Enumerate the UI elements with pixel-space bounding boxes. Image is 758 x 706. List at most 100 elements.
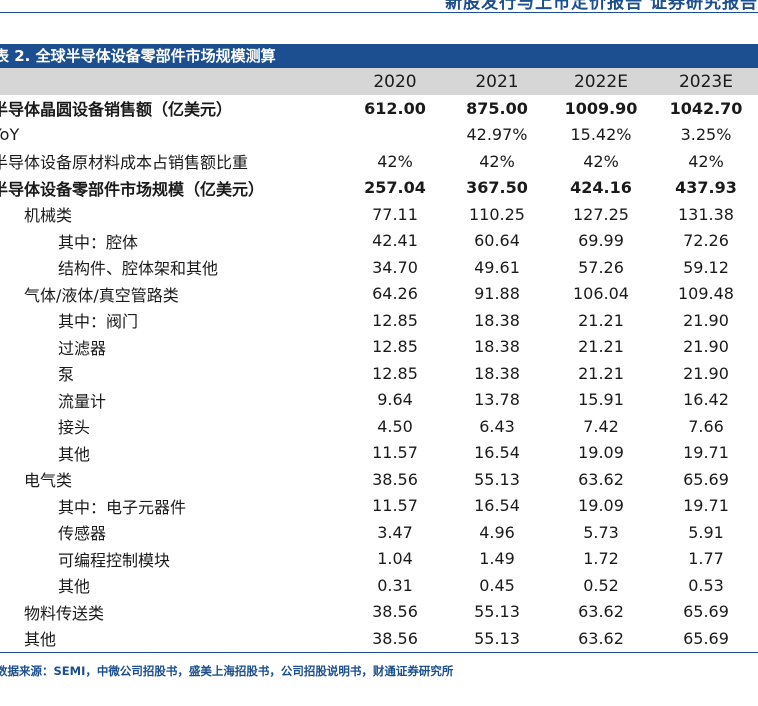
cell-value: 4.50 [377, 416, 413, 436]
cell-value: 21.21 [578, 310, 624, 330]
column-header: 2023E [654, 68, 758, 95]
table-row: 物料传送类 38.56 55.13 63.62 65.69 [0, 599, 758, 626]
cell-value: 42% [377, 151, 413, 171]
cell-value: 42% [688, 151, 724, 171]
cell-value: 42% [479, 151, 515, 171]
cell-value: 5.73 [583, 522, 619, 542]
cell-value: 12.85 [372, 310, 418, 330]
cell-value: 131.38 [678, 204, 734, 224]
cell-value: 11.57 [372, 443, 418, 463]
cell-value: 18.38 [474, 363, 520, 383]
table-row: 电气类 38.56 55.13 63.62 65.69 [0, 466, 758, 493]
cell-value: 63.62 [578, 602, 624, 622]
cell-value: 42.41 [372, 231, 418, 251]
row-label: 传感器 [58, 524, 107, 544]
table-row: 半导体晶圆设备销售额（亿美元） 612.00 875.00 1009.90 1042.7… [0, 95, 758, 122]
cell-value: 13.78 [474, 390, 520, 410]
table-row: 接头 4.50 6.43 7.42 7.66 [0, 413, 758, 440]
cell-value: 19.09 [578, 443, 624, 463]
row-label: 其他 [58, 577, 91, 597]
cell-value: 55.13 [474, 602, 520, 622]
row-label: 机械类 [24, 206, 73, 226]
cell-value: 1.04 [377, 549, 413, 569]
cell-value: 5.91 [688, 522, 724, 542]
cell-value: 12.85 [372, 363, 418, 383]
cell-value: 1.77 [688, 549, 724, 569]
table-row: 半导体设备零部件市场规模（亿美元） 257.04 367.50 424.16 437.9… [0, 175, 758, 202]
cell-value: 875.00 [466, 98, 528, 118]
table-row: 过滤器 12.85 18.38 21.21 21.90 [0, 334, 758, 361]
cell-value: 6.43 [479, 416, 515, 436]
cell-value: 57.26 [578, 257, 624, 277]
data-source-note: 数据来源：SEMI，中微公司招股书，盛美上海招股书，公司招股说明书，财通证券研究… [0, 664, 454, 678]
row-label: 其中：电子元器件 [58, 497, 187, 517]
cell-value: 0.45 [479, 575, 515, 595]
row-label: 流量计 [58, 391, 107, 411]
cell-value: 19.71 [683, 443, 729, 463]
cell-value: 7.66 [688, 416, 724, 436]
cell-value: 21.90 [683, 310, 729, 330]
cell-value: 437.93 [675, 178, 737, 198]
cell-value: 49.61 [474, 257, 520, 277]
table-row: YoY 42.97% 15.42% 3.25% [0, 122, 758, 149]
cell-value: 16.54 [474, 496, 520, 516]
cell-value: 34.70 [372, 257, 418, 277]
column-header: 2021 [446, 68, 548, 95]
cell-value: 3.25% [680, 125, 732, 145]
cell-value [344, 122, 446, 149]
row-label: 半导体设备零部件市场规模（亿美元） [0, 179, 265, 199]
row-label: 半导体晶圆设备销售额（亿美元） [0, 100, 233, 120]
cell-value: 69.99 [578, 231, 624, 251]
cell-value: 0.31 [377, 575, 413, 595]
table-row: 流量计 9.64 13.78 15.91 16.42 [0, 387, 758, 414]
table-header-row: 2020 2021 2022E 2023E [0, 68, 758, 95]
header-rule [0, 12, 758, 13]
row-label: 半导体设备原材料成本占销售额比重 [0, 153, 249, 173]
cell-value: 60.64 [474, 231, 520, 251]
cell-value: 59.12 [683, 257, 729, 277]
row-label: 结构件、腔体架和其他 [58, 259, 219, 279]
cell-value: 65.69 [683, 469, 729, 489]
cell-value: 12.85 [372, 337, 418, 357]
cell-value: 16.54 [474, 443, 520, 463]
cell-value: 7.42 [583, 416, 619, 436]
table-row: 其中：腔体 42.41 60.64 69.99 72.26 [0, 228, 758, 255]
row-label: 其中：腔体 [58, 232, 139, 252]
cell-value: 18.38 [474, 310, 520, 330]
table-row: 机械类 77.11 110.25 127.25 131.38 [0, 201, 758, 228]
cell-value: 1009.90 [564, 98, 638, 118]
row-label: YoY [0, 125, 20, 145]
cell-value: 1.72 [583, 549, 619, 569]
cell-value: 91.88 [474, 284, 520, 304]
cell-value: 9.64 [377, 390, 413, 410]
cell-value: 21.90 [683, 363, 729, 383]
cell-value: 3.47 [377, 522, 413, 542]
row-label: 气体/液体/真空管路类 [24, 285, 179, 305]
cell-value: 42% [583, 151, 619, 171]
row-label: 其他 [58, 444, 91, 464]
table-title: 表 2. 全球半导体设备零部件市场规模测算 [0, 44, 758, 68]
table-row: 其他 0.31 0.45 0.52 0.53 [0, 572, 758, 599]
table-row: 结构件、腔体架和其他 34.70 49.61 57.26 59.12 [0, 254, 758, 281]
cell-value: 1.49 [479, 549, 515, 569]
table-body: 半导体晶圆设备销售额（亿美元） 612.00 875.00 1009.90 1042.7… [0, 95, 758, 653]
cell-value: 77.11 [372, 204, 418, 224]
cell-value: 65.69 [683, 602, 729, 622]
cell-value: 4.96 [479, 522, 515, 542]
row-label: 接头 [58, 418, 91, 438]
cell-value: 16.42 [683, 390, 729, 410]
cell-value: 21.90 [683, 337, 729, 357]
column-header: 2022E [548, 68, 654, 95]
cell-value: 21.21 [578, 363, 624, 383]
cell-value: 0.52 [583, 575, 619, 595]
table-row: 气体/液体/真空管路类 64.26 91.88 106.04 109.48 [0, 281, 758, 308]
row-label: 其他 [0, 625, 344, 653]
table-row: 半导体设备原材料成本占销售额比重 42% 42% 42% 42% [0, 148, 758, 175]
table-row: 其他 38.56 55.13 63.62 65.69 [0, 625, 758, 653]
table-row: 泵 12.85 18.38 21.21 21.90 [0, 360, 758, 387]
cell-value: 1042.70 [669, 98, 743, 118]
cell-value: 55.13 [446, 625, 548, 653]
cell-value: 109.48 [678, 284, 734, 304]
row-label: 过滤器 [58, 338, 107, 358]
cell-value: 38.56 [344, 625, 446, 653]
